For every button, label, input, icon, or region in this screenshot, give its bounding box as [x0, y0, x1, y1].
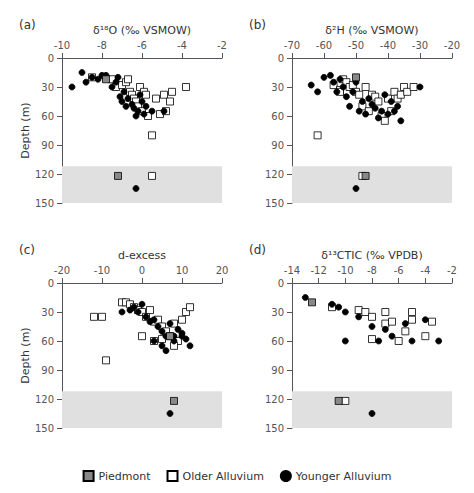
svg-text:-20: -20	[444, 40, 460, 51]
svg-text:0: 0	[278, 278, 284, 289]
svg-text:60: 60	[41, 336, 54, 347]
svg-text:60: 60	[271, 336, 284, 347]
svg-text:30: 30	[41, 307, 54, 318]
svg-text:-4: -4	[177, 40, 187, 51]
svg-text:150: 150	[265, 423, 284, 434]
svg-text:-60: -60	[316, 40, 332, 51]
svg-text:-2: -2	[217, 40, 227, 51]
svg-text:δ¹³CTIC (‰ VPDB): δ¹³CTIC (‰ VPDB)	[321, 249, 422, 262]
svg-text:-20: -20	[54, 265, 70, 276]
svg-text:-4: -4	[420, 265, 430, 276]
svg-text:0: 0	[48, 53, 54, 64]
svg-text:20: 20	[216, 265, 229, 276]
svg-text:120: 120	[35, 169, 54, 180]
svg-text:90: 90	[41, 365, 54, 376]
svg-text:d-excess: d-excess	[118, 249, 166, 262]
svg-text:Depth (m): Depth (m)	[19, 102, 32, 158]
svg-text:Older Alluvium: Older Alluvium	[183, 470, 264, 483]
svg-text:120: 120	[35, 394, 54, 405]
svg-text:30: 30	[41, 82, 54, 93]
svg-text:-10: -10	[94, 265, 110, 276]
svg-text:-8: -8	[367, 265, 377, 276]
svg-text:-50: -50	[348, 40, 364, 51]
svg-text:(a): (a)	[19, 18, 36, 32]
svg-text:0: 0	[139, 265, 145, 276]
svg-text:δ²H (‰ VSMOW): δ²H (‰ VSMOW)	[325, 24, 418, 37]
svg-text:150: 150	[35, 198, 54, 209]
svg-text:150: 150	[265, 198, 284, 209]
svg-text:Depth (m): Depth (m)	[19, 327, 32, 383]
svg-text:-8: -8	[97, 40, 107, 51]
svg-text:Piedmont: Piedmont	[99, 470, 152, 483]
svg-text:120: 120	[265, 394, 284, 405]
svg-text:-10: -10	[54, 40, 70, 51]
svg-text:-10: -10	[337, 265, 353, 276]
svg-text:-12: -12	[310, 265, 326, 276]
svg-text:-70: -70	[284, 40, 300, 51]
svg-text:(c): (c)	[19, 243, 35, 257]
svg-text:30: 30	[271, 307, 284, 318]
svg-text:60: 60	[41, 111, 54, 122]
svg-text:-40: -40	[380, 40, 396, 51]
svg-text:120: 120	[265, 169, 284, 180]
svg-text:Younger Alluvium: Younger Alluvium	[295, 470, 392, 483]
svg-text:(b): (b)	[249, 18, 266, 32]
svg-text:-6: -6	[137, 40, 147, 51]
svg-text:150: 150	[35, 423, 54, 434]
svg-text:-30: -30	[412, 40, 428, 51]
svg-text:(d): (d)	[249, 243, 266, 257]
svg-text:0: 0	[48, 278, 54, 289]
svg-text:30: 30	[271, 82, 284, 93]
svg-text:0: 0	[278, 53, 284, 64]
svg-text:-2: -2	[447, 265, 457, 276]
svg-text:-6: -6	[394, 265, 404, 276]
svg-text:60: 60	[271, 111, 284, 122]
svg-text:90: 90	[271, 140, 284, 151]
svg-text:δ¹⁸O (‰ VSMOW): δ¹⁸O (‰ VSMOW)	[93, 24, 191, 37]
svg-text:10: 10	[176, 265, 189, 276]
svg-text:90: 90	[271, 365, 284, 376]
svg-text:90: 90	[41, 140, 54, 151]
svg-text:-14: -14	[284, 265, 300, 276]
